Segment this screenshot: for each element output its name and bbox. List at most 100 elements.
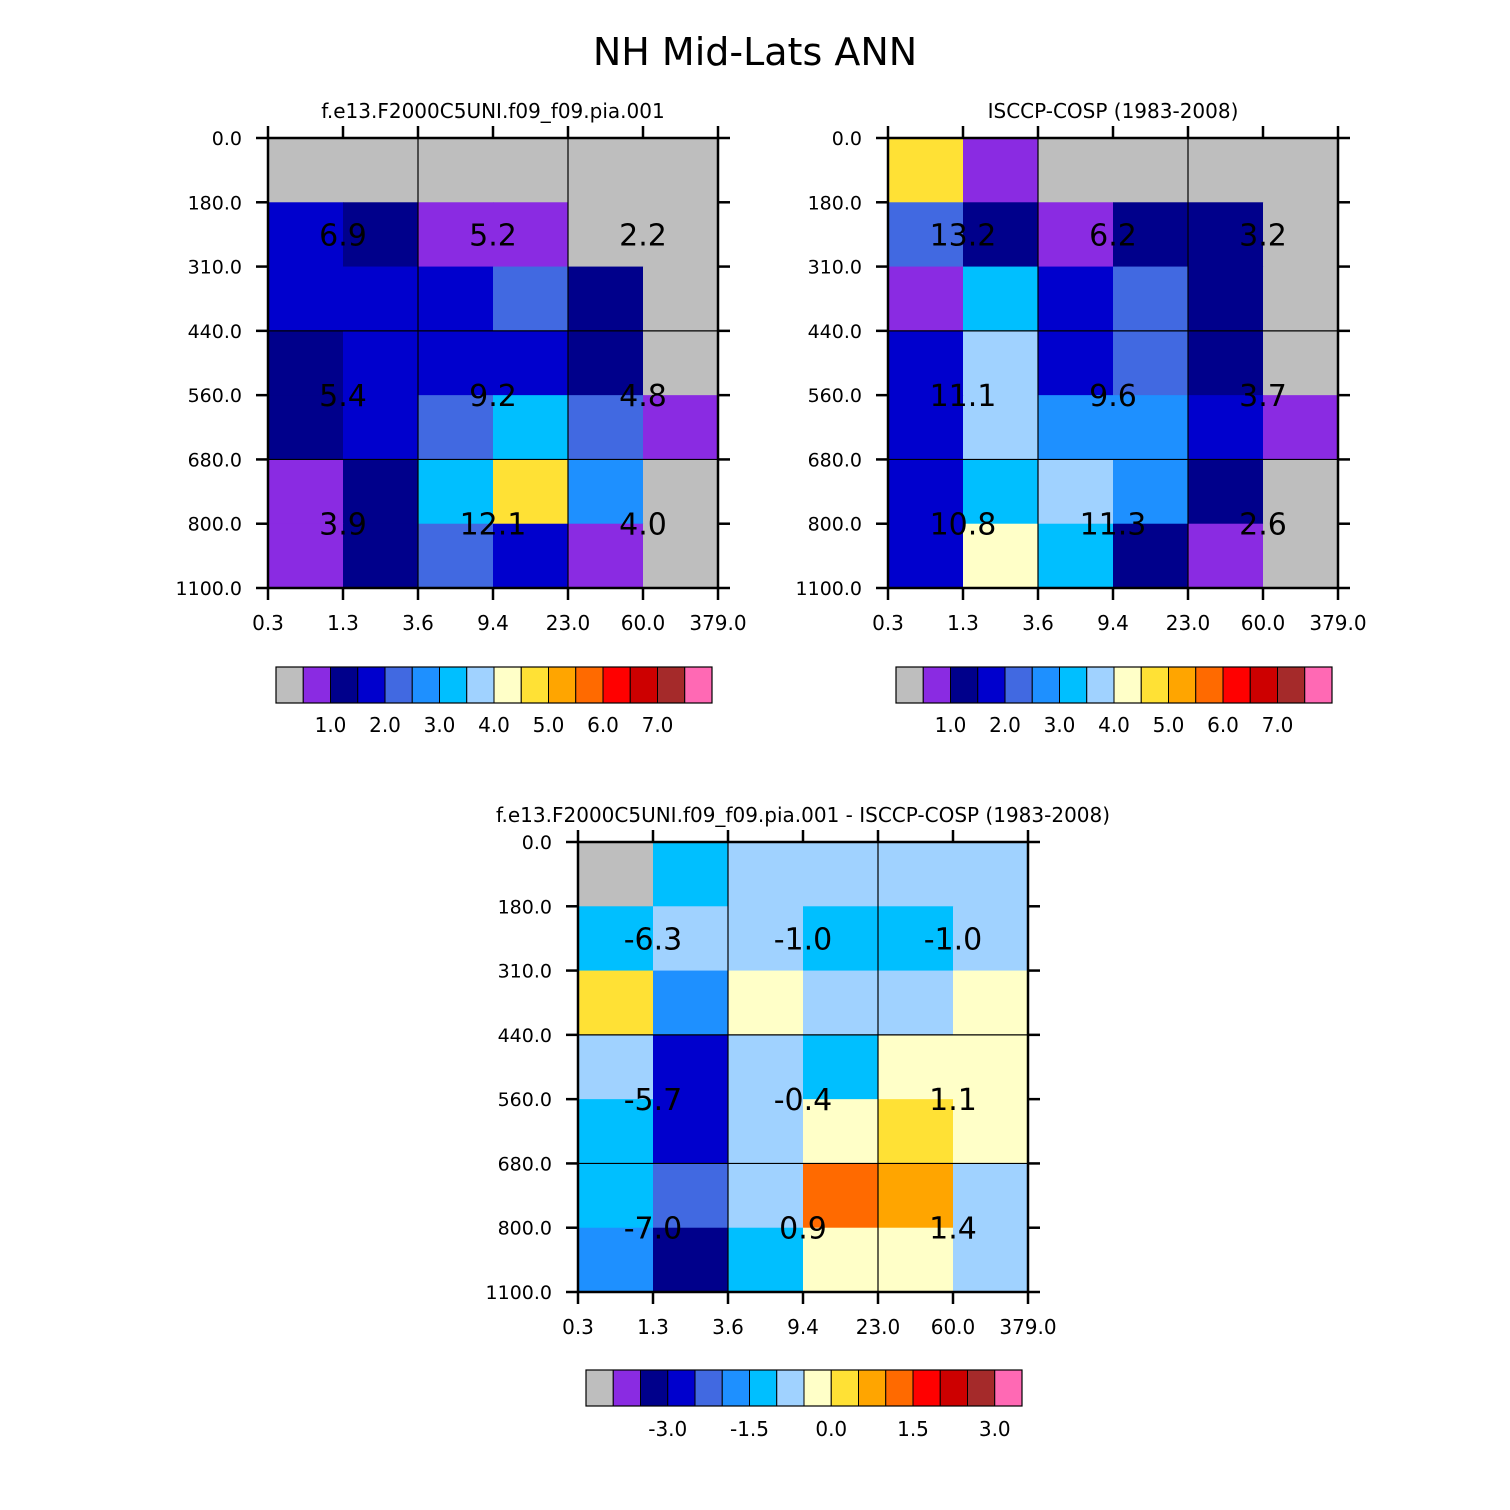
heatmap-cell xyxy=(643,523,719,589)
y-tick-label: 800.0 xyxy=(188,514,242,536)
heatmap-cell xyxy=(568,138,644,203)
data-label: 10.8 xyxy=(930,508,997,543)
heatmap-cell xyxy=(878,906,954,972)
heatmap-cell xyxy=(643,395,719,460)
heatmap-cell xyxy=(418,202,494,268)
panel-title: ISCCP-COSP (1983-2008) xyxy=(988,99,1239,123)
x-tick-label: 3.6 xyxy=(1022,611,1054,635)
heatmap-cell xyxy=(728,1163,804,1229)
colorbar-swatch xyxy=(384,666,413,704)
heatmap-cell xyxy=(878,1034,954,1100)
x-tick-label: 1.3 xyxy=(327,611,359,635)
colorbar-label: 3.0 xyxy=(424,713,456,737)
colorbar-swatch xyxy=(1195,666,1224,704)
heatmap-cell xyxy=(418,523,494,589)
heatmap-cell xyxy=(803,1099,879,1164)
colorbar-label: 1.5 xyxy=(897,1417,929,1441)
heatmap-cell xyxy=(493,459,569,525)
colorbar-label: 0.0 xyxy=(815,1417,847,1441)
y-tick-label: 310.0 xyxy=(808,257,862,279)
data-label: 4.0 xyxy=(619,508,667,543)
data-label: -0.4 xyxy=(774,1083,833,1118)
heatmap-cell xyxy=(1263,330,1339,396)
heatmap-cell xyxy=(963,266,1039,332)
heatmap-cell xyxy=(493,395,569,460)
y-tick-label: 180.0 xyxy=(808,192,862,214)
x-tick-label: 0.3 xyxy=(562,1315,594,1339)
heatmap-cell xyxy=(568,395,644,460)
y-tick-label: 310.0 xyxy=(498,961,552,983)
y-tick-label: 680.0 xyxy=(498,1153,552,1175)
heatmap-cell xyxy=(803,1163,879,1229)
data-label: 4.8 xyxy=(619,379,667,414)
colorbar-swatch xyxy=(885,1369,914,1407)
heatmap-cell xyxy=(728,1099,804,1164)
colorbar-swatch xyxy=(657,666,686,704)
data-label: 1.4 xyxy=(929,1212,977,1247)
colorbar-swatch xyxy=(776,1369,805,1407)
colorbar-label: 1.0 xyxy=(935,713,967,737)
colorbar-label: 2.0 xyxy=(369,713,401,737)
y-tick-label: 310.0 xyxy=(188,257,242,279)
y-tick-label: 560.0 xyxy=(188,385,242,407)
y-tick-label: 440.0 xyxy=(808,321,862,343)
colorbar-swatch xyxy=(330,666,359,704)
heatmap-cell xyxy=(643,266,719,332)
heatmap-cell xyxy=(493,266,569,332)
heatmap-cell xyxy=(963,202,1039,268)
heatmap-cell xyxy=(728,906,804,972)
heatmap-cell xyxy=(578,842,654,907)
colorbar-swatch xyxy=(994,1369,1023,1407)
heatmap-cell xyxy=(493,523,569,589)
heatmap-cell xyxy=(1113,395,1189,460)
heatmap-cell xyxy=(963,523,1039,589)
colorbar-swatch xyxy=(629,666,658,704)
colorbar-frame xyxy=(895,666,1333,704)
data-label: 3.7 xyxy=(1239,379,1287,414)
x-tick-label: 3.6 xyxy=(402,611,434,635)
heatmap-cell xyxy=(1038,266,1114,332)
heatmap-cell xyxy=(268,459,344,525)
colorbar-swatch xyxy=(548,666,577,704)
heatmap-cell xyxy=(1188,266,1264,332)
heatmap-cell xyxy=(953,1099,1029,1164)
heatmap-cell xyxy=(878,842,954,907)
y-tick-label: 1100.0 xyxy=(796,578,862,600)
data-label: 13.2 xyxy=(930,218,997,253)
y-tick-label: 440.0 xyxy=(498,1025,552,1047)
heatmap-cell xyxy=(578,906,654,972)
x-tick-label: 23.0 xyxy=(1166,611,1211,635)
y-tick-label: 680.0 xyxy=(188,449,242,471)
heatmap-cell xyxy=(493,202,569,268)
heatmap-cell xyxy=(1038,330,1114,396)
data-label: 5.2 xyxy=(469,218,517,253)
heatmap-cell xyxy=(1113,138,1189,203)
heatmap-cell xyxy=(653,1034,729,1100)
heatmap-cell xyxy=(1188,459,1264,525)
heatmap-cell xyxy=(1263,459,1339,525)
heatmap-cell xyxy=(1188,330,1264,396)
y-tick-label: 800.0 xyxy=(808,514,862,536)
heatmap-cell xyxy=(418,138,494,203)
colorbar-swatch xyxy=(667,1369,696,1407)
heatmap-cell xyxy=(953,1163,1029,1229)
heatmap-cell xyxy=(643,202,719,268)
heatmap-cell xyxy=(953,1034,1029,1100)
heatmap-cell xyxy=(643,330,719,396)
heatmap-cell xyxy=(728,842,804,907)
colorbar-swatch xyxy=(585,1369,614,1407)
data-label: 3.2 xyxy=(1239,218,1287,253)
heatmap-cell xyxy=(578,970,654,1036)
data-label: 5.4 xyxy=(319,379,367,414)
heatmap-cell xyxy=(1038,523,1114,589)
colorbar-swatch xyxy=(967,1369,996,1407)
heatmap-cell xyxy=(343,330,419,396)
colorbar-swatch xyxy=(1031,666,1060,704)
x-tick-label: 23.0 xyxy=(856,1315,901,1339)
colorbar-swatch xyxy=(439,666,468,704)
colorbar-frame xyxy=(275,666,713,704)
colorbar-swatch xyxy=(1249,666,1278,704)
heatmap-cell xyxy=(1263,523,1339,589)
